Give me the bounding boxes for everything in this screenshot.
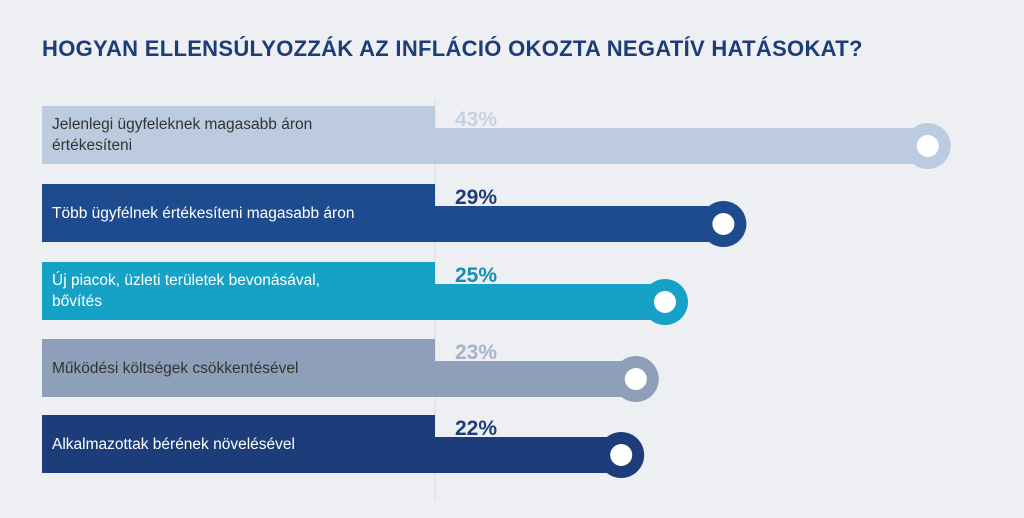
value-label: 23% [455,341,497,364]
bar [435,437,622,473]
bar [435,206,724,242]
category-label: Jelenlegi ügyfeleknek magasabb áron érté… [42,106,435,164]
value-label: 43% [455,108,497,131]
bar [435,128,928,164]
value-label: 22% [455,417,497,440]
bar [435,361,636,397]
category-label: Új piacok, üzleti területek bevonásával,… [42,262,435,320]
chart-title: HOGYAN ELLENSÚLYOZZÁK AZ INFLÁCIÓ OKOZTA… [42,36,863,61]
bar-end-dot [654,291,676,313]
category-label: Működési költségek csökkentésével [42,339,435,397]
bar-end-dot [712,213,735,235]
bar-end-dot [624,368,647,390]
bar [435,284,665,320]
category-label: Alkalmazottak bérének növelésével [42,415,435,473]
value-label: 29% [455,186,497,209]
category-label: Több ügyfélnek értékesíteni magasabb áro… [42,184,435,242]
bar-end-dot [916,135,939,157]
bar-end-dot [610,444,633,466]
value-label: 25% [455,264,497,287]
